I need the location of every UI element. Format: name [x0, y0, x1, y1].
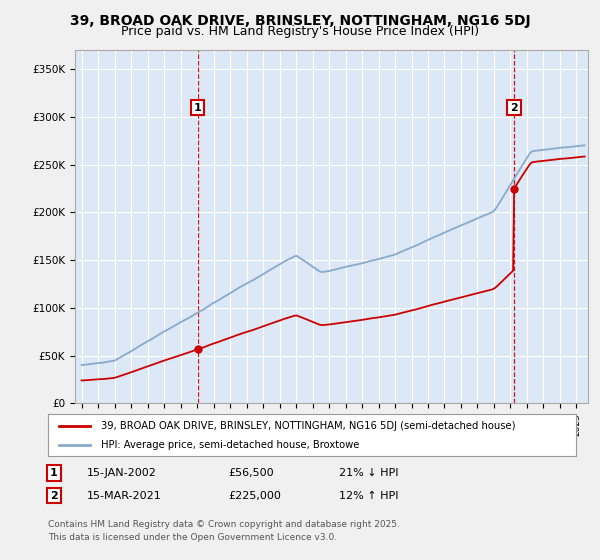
Text: HPI: Average price, semi-detached house, Broxtowe: HPI: Average price, semi-detached house,…	[101, 440, 359, 450]
Text: 21% ↓ HPI: 21% ↓ HPI	[339, 468, 398, 478]
Text: 15-JAN-2002: 15-JAN-2002	[87, 468, 157, 478]
Text: 2: 2	[50, 491, 58, 501]
Text: 1: 1	[194, 102, 202, 113]
Text: Price paid vs. HM Land Registry's House Price Index (HPI): Price paid vs. HM Land Registry's House …	[121, 25, 479, 38]
Text: 15-MAR-2021: 15-MAR-2021	[87, 491, 162, 501]
Text: £56,500: £56,500	[228, 468, 274, 478]
Text: £225,000: £225,000	[228, 491, 281, 501]
Text: 39, BROAD OAK DRIVE, BRINSLEY, NOTTINGHAM, NG16 5DJ (semi-detached house): 39, BROAD OAK DRIVE, BRINSLEY, NOTTINGHA…	[101, 421, 515, 431]
Text: 12% ↑ HPI: 12% ↑ HPI	[339, 491, 398, 501]
Text: 2: 2	[510, 102, 518, 113]
Text: 39, BROAD OAK DRIVE, BRINSLEY, NOTTINGHAM, NG16 5DJ: 39, BROAD OAK DRIVE, BRINSLEY, NOTTINGHA…	[70, 14, 530, 28]
Text: 1: 1	[50, 468, 58, 478]
Text: This data is licensed under the Open Government Licence v3.0.: This data is licensed under the Open Gov…	[48, 533, 337, 542]
Text: Contains HM Land Registry data © Crown copyright and database right 2025.: Contains HM Land Registry data © Crown c…	[48, 520, 400, 529]
